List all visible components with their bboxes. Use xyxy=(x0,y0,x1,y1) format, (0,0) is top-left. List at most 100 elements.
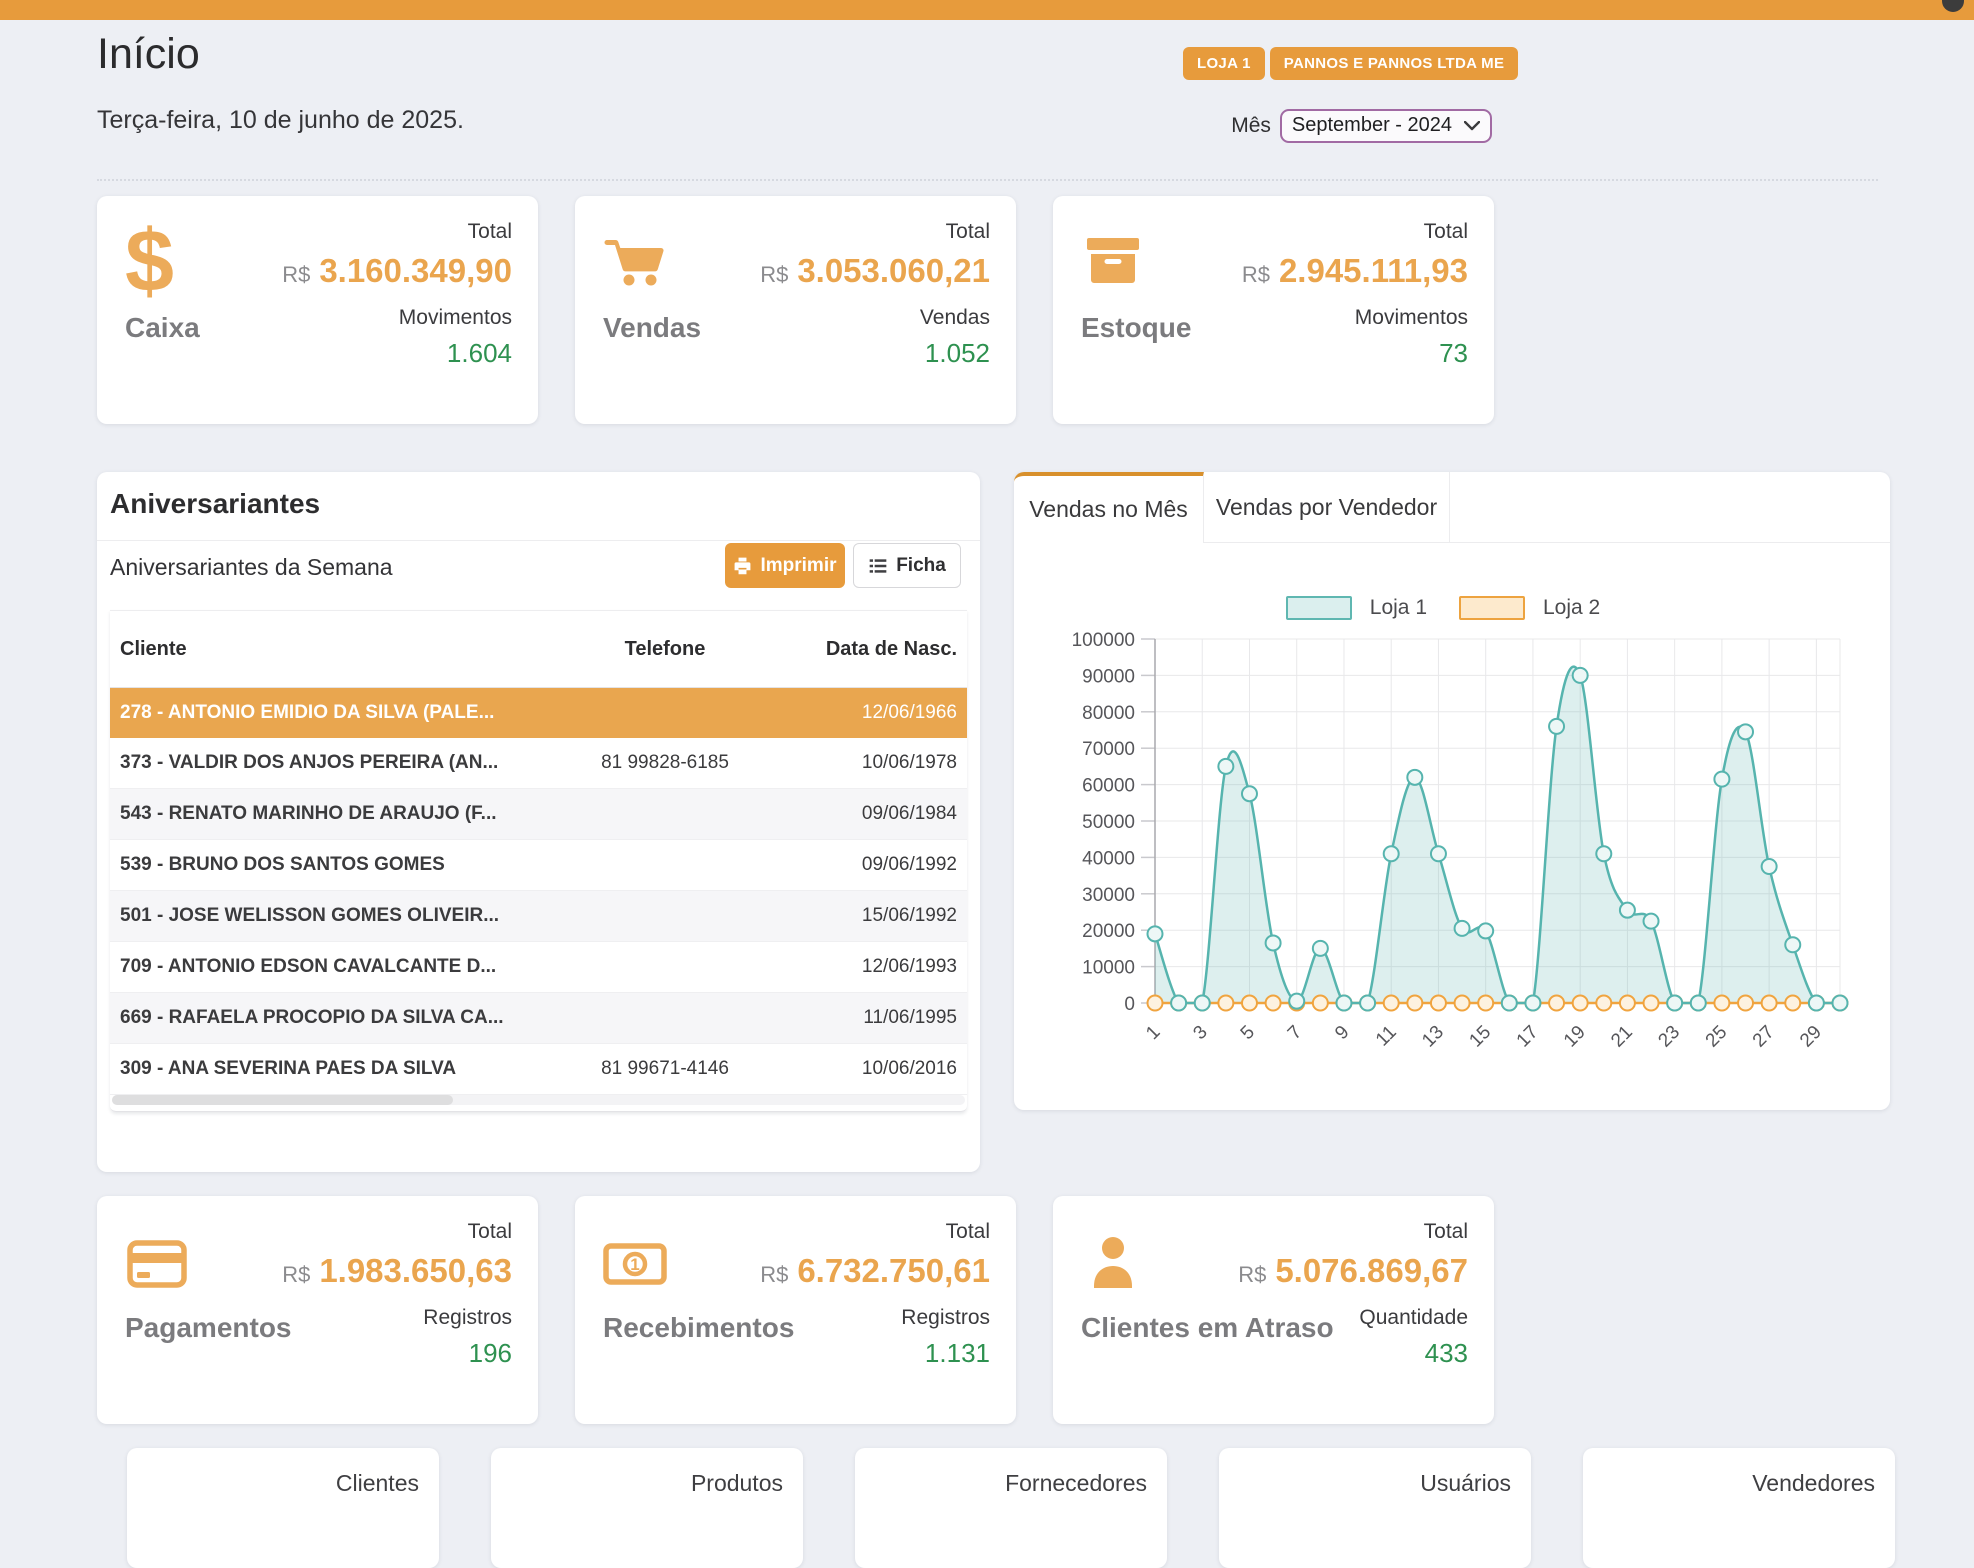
fornecedores-card: Fornecedores xyxy=(855,1448,1167,1568)
legend-label-loja1[interactable]: Loja 1 xyxy=(1370,596,1427,620)
vendas-count-value: 1.052 xyxy=(760,338,990,369)
recebimentos-count-value: 1.131 xyxy=(760,1338,990,1369)
header-separator xyxy=(97,179,1878,181)
divider xyxy=(97,540,980,541)
dollar-icon: $ xyxy=(125,218,205,298)
count-label: Movimentos xyxy=(282,306,512,330)
legend-swatch-loja2[interactable] xyxy=(1459,596,1525,620)
currency-prefix: R$ xyxy=(760,262,788,287)
store-button[interactable]: LOJA 1 xyxy=(1183,47,1265,80)
fornecedores-card-label: Fornecedores xyxy=(1005,1470,1147,1497)
count-label: Registros xyxy=(760,1306,990,1330)
total-label: Total xyxy=(282,220,512,244)
vendedores-card-label: Vendedores xyxy=(1752,1470,1875,1497)
svg-text:27: 27 xyxy=(1749,1022,1779,1052)
caixa-card: $ Caixa Total R$3.160.349,90 Movimentos … xyxy=(97,196,538,424)
svg-text:7: 7 xyxy=(1284,1022,1306,1044)
svg-text:20000: 20000 xyxy=(1082,921,1135,942)
clientes-atraso-card: Clientes em Atraso Total R$5.076.869,67 … xyxy=(1053,1196,1494,1424)
credit-card-icon xyxy=(125,1232,205,1312)
vendas-chart-panel: Vendas no Mês Vendas por Vendedor Loja 1… xyxy=(1014,472,1890,1110)
box-icon xyxy=(1081,232,1161,312)
table-header: Cliente Telefone Data de Nasc. xyxy=(110,611,967,688)
table-row[interactable]: 709 - ANTONIO EDSON CAVALCANTE D... 12/0… xyxy=(110,942,967,993)
column-header-telefone[interactable]: Telefone xyxy=(560,638,770,661)
total-label: Total xyxy=(1238,1220,1468,1244)
caixa-count-value: 1.604 xyxy=(282,338,512,369)
svg-text:90000: 90000 xyxy=(1082,666,1135,687)
svg-text:11: 11 xyxy=(1372,1022,1401,1051)
svg-text:19: 19 xyxy=(1560,1022,1590,1052)
count-label: Quantidade xyxy=(1238,1306,1468,1330)
estoque-total-value: 2.945.111,93 xyxy=(1279,252,1468,289)
table-row[interactable]: 309 - ANA SEVERINA PAES DA SILVA 81 9967… xyxy=(110,1044,967,1095)
svg-text:30000: 30000 xyxy=(1082,885,1135,906)
money-bill-icon: 1 xyxy=(603,1232,683,1312)
horizontal-scrollbar[interactable] xyxy=(112,1095,965,1105)
tab-vendas-no-mes[interactable]: Vendas no Mês xyxy=(1014,472,1204,543)
svg-text:0: 0 xyxy=(1124,994,1135,1015)
caixa-total-value: 3.160.349,90 xyxy=(319,252,512,289)
list-icon xyxy=(868,556,888,576)
vendas-card-label: Vendas xyxy=(603,312,701,344)
caixa-card-label: Caixa xyxy=(125,312,200,344)
cart-icon xyxy=(603,232,683,312)
month-select[interactable]: September - 2024 xyxy=(1280,109,1492,143)
table-row[interactable]: 539 - BRUNO DOS SANTOS GOMES 09/06/1992 xyxy=(110,840,967,891)
total-label: Total xyxy=(1242,220,1468,244)
produtos-card-label: Produtos xyxy=(691,1470,783,1497)
top-navbar xyxy=(0,0,1974,20)
legend-label-loja2[interactable]: Loja 2 xyxy=(1543,596,1600,620)
svg-text:100000: 100000 xyxy=(1072,632,1135,651)
chart-tabbar: Vendas no Mês Vendas por Vendedor xyxy=(1014,472,1890,543)
scrollbar-thumb[interactable] xyxy=(112,1095,453,1105)
count-label: Registros xyxy=(282,1306,512,1330)
produtos-card: Produtos xyxy=(491,1448,803,1568)
vendas-card: Vendas Total R$3.053.060,21 Vendas 1.052 xyxy=(575,196,1016,424)
svg-text:5: 5 xyxy=(1237,1022,1259,1044)
current-date: Terça-feira, 10 de junho de 2025. xyxy=(97,106,464,135)
vendas-total-value: 3.053.060,21 xyxy=(797,252,990,289)
total-label: Total xyxy=(760,1220,990,1244)
currency-prefix: R$ xyxy=(1242,262,1270,287)
aniversariantes-panel: Aniversariantes Aniversariantes da Seman… xyxy=(97,472,980,1172)
vendedores-card: Vendedores xyxy=(1583,1448,1895,1568)
table-row[interactable]: 373 - VALDIR DOS ANJOS PEREIRA (AN... 81… xyxy=(110,738,967,789)
svg-text:40000: 40000 xyxy=(1082,848,1135,869)
usuarios-card-label: Usuários xyxy=(1420,1470,1511,1497)
pagamentos-card-label: Pagamentos xyxy=(125,1312,292,1344)
sales-area-chart: 0100002000030000400005000060000700008000… xyxy=(1014,632,1890,1102)
legend-swatch-loja1[interactable] xyxy=(1286,596,1352,620)
svg-text:13: 13 xyxy=(1418,1022,1448,1052)
table-row[interactable]: 543 - RENATO MARINHO DE ARAUJO (F... 09/… xyxy=(110,789,967,840)
svg-text:21: 21 xyxy=(1607,1022,1637,1052)
recebimentos-total-value: 6.732.750,61 xyxy=(797,1252,990,1289)
tab-vendas-por-vendedor[interactable]: Vendas por Vendedor xyxy=(1204,472,1450,542)
svg-text:15: 15 xyxy=(1465,1022,1495,1052)
estoque-card-label: Estoque xyxy=(1081,312,1191,344)
printer-icon xyxy=(733,556,752,575)
column-header-data-nasc[interactable]: Data de Nasc. xyxy=(770,638,957,661)
table-row[interactable]: 501 - JOSE WELISSON GOMES OLIVEIR... 15/… xyxy=(110,891,967,942)
currency-prefix: R$ xyxy=(760,1262,788,1287)
clientes-atraso-count-value: 433 xyxy=(1238,1338,1468,1369)
page-title: Início xyxy=(97,30,200,79)
usuarios-card: Usuários xyxy=(1219,1448,1531,1568)
company-button[interactable]: PANNOS E PANNOS LTDA ME xyxy=(1270,47,1519,80)
clientes-card-label: Clientes xyxy=(336,1470,419,1497)
pagamentos-count-value: 196 xyxy=(282,1338,512,1369)
ficha-button[interactable]: Ficha xyxy=(853,543,961,588)
chevron-down-icon xyxy=(1464,121,1480,131)
recebimentos-card: 1 Recebimentos Total R$6.732.750,61 Regi… xyxy=(575,1196,1016,1424)
svg-text:23: 23 xyxy=(1654,1022,1684,1052)
table-row[interactable]: 278 - ANTONIO EMIDIO DA SILVA (PALE... 1… xyxy=(110,688,967,738)
table-row[interactable]: 669 - RAFAELA PROCOPIO DA SILVA CA... 11… xyxy=(110,993,967,1044)
column-header-cliente[interactable]: Cliente xyxy=(120,638,560,661)
pagamentos-total-value: 1.983.650,63 xyxy=(319,1252,512,1289)
svg-text:60000: 60000 xyxy=(1082,776,1135,797)
svg-text:70000: 70000 xyxy=(1082,739,1135,760)
imprimir-button[interactable]: Imprimir xyxy=(725,543,845,588)
currency-prefix: R$ xyxy=(282,262,310,287)
svg-text:17: 17 xyxy=(1513,1022,1543,1052)
total-label: Total xyxy=(282,1220,512,1244)
